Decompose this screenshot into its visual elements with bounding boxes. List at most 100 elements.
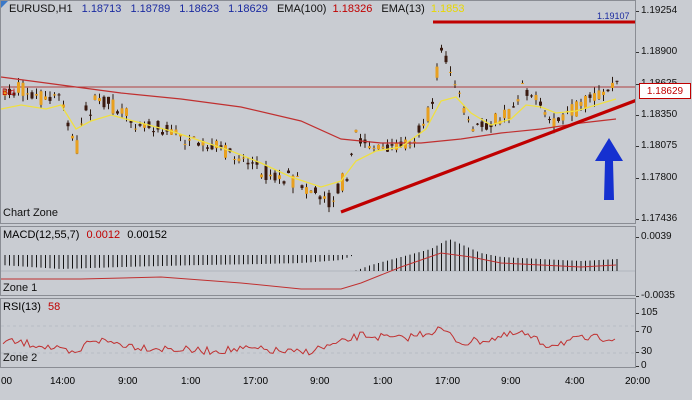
candle-body xyxy=(489,124,493,128)
open-value: 1.18713 xyxy=(81,3,122,15)
time-axis[interactable]: 00 14:00 9:00 1:00 17:00 9:00 1:00 17:00… xyxy=(0,370,692,400)
candle-body xyxy=(584,95,587,109)
price-tick: 1.17800 xyxy=(635,172,678,183)
candle-body xyxy=(17,82,20,93)
candle-body xyxy=(534,94,538,101)
ema13-line xyxy=(1,96,617,188)
candle-body xyxy=(386,144,389,152)
rsi-panel[interactable]: RSI(13) 58 Zone 2 xyxy=(0,298,636,368)
candle-body xyxy=(296,175,299,177)
time-tick: 9:00 xyxy=(501,376,521,387)
candle-body xyxy=(543,112,547,115)
candle-body xyxy=(53,94,56,96)
candle-body xyxy=(66,122,70,127)
candle-body xyxy=(444,55,448,63)
candle-body xyxy=(309,190,313,193)
candle-body xyxy=(260,174,263,178)
candle-body xyxy=(120,108,124,114)
candle-body xyxy=(57,94,61,96)
up-arrow-icon xyxy=(595,138,623,200)
price-axis[interactable]: 1.19254 1.18900 1.18625 1.18350 1.18075 … xyxy=(635,0,692,224)
candle-body xyxy=(503,109,506,119)
candle-body xyxy=(570,104,574,116)
macd-value-1: 0.0012 xyxy=(86,229,121,241)
macd-canvas xyxy=(1,239,635,290)
candle-body xyxy=(26,93,29,95)
candle-body xyxy=(30,92,34,99)
symbol-menu-icon[interactable] xyxy=(1,1,8,8)
candle-body xyxy=(174,129,178,134)
candle-body xyxy=(237,158,241,162)
candle-body xyxy=(39,91,43,105)
time-tick: 1:00 xyxy=(373,376,393,387)
ema100-label: EMA(100) xyxy=(276,3,327,15)
candle-body xyxy=(485,123,488,130)
price-tick: 1.17436 xyxy=(635,213,678,224)
zone-2-label: Zone 2 xyxy=(3,352,38,364)
candle-body xyxy=(152,131,155,133)
time-tick: 20:00 xyxy=(625,376,651,387)
candle-body xyxy=(494,113,497,125)
candle-body xyxy=(278,175,281,179)
price-tick: 1.18075 xyxy=(635,140,678,151)
candle-body xyxy=(305,187,308,194)
price-tick: 1.18900 xyxy=(635,46,678,57)
candle-body xyxy=(341,173,344,191)
candle-body xyxy=(125,108,128,116)
candle-body xyxy=(615,80,619,82)
candle-body xyxy=(476,123,479,125)
time-tick: 17:00 xyxy=(243,376,269,387)
time-tick: 9:00 xyxy=(310,376,330,387)
price-chart-canvas xyxy=(1,20,635,214)
candle-body xyxy=(602,91,605,96)
macd-panel[interactable]: MACD(12,55,7) 0.0012 0.00152 Zone 1 xyxy=(0,226,636,296)
candle-body xyxy=(233,158,236,160)
candle-body xyxy=(422,123,425,126)
candle-body xyxy=(116,111,119,114)
candle-body xyxy=(93,95,97,100)
candle-body xyxy=(579,101,583,106)
candle-body xyxy=(440,47,443,51)
rsi-value: 58 xyxy=(47,301,61,313)
candle-body xyxy=(264,165,268,180)
candle-body xyxy=(206,147,209,149)
candle-body xyxy=(588,94,592,98)
candle-body xyxy=(597,90,601,100)
rsi-axis[interactable]: 105 70 30 0 xyxy=(635,298,692,371)
candle-body xyxy=(269,174,272,177)
time-tick: 9:00 xyxy=(118,376,138,387)
candle-body xyxy=(539,101,542,106)
candle-body xyxy=(71,135,74,139)
candle-body xyxy=(516,99,520,102)
candle-body xyxy=(345,179,349,181)
ema13-label: EMA(13) xyxy=(381,3,425,15)
candle-body xyxy=(98,98,101,102)
candle-body xyxy=(318,196,322,200)
candle-body xyxy=(179,134,182,137)
top-line-value: 1.19107 xyxy=(597,11,630,21)
candle-body xyxy=(530,95,533,97)
candle-body xyxy=(458,92,461,94)
rsi-tick: 70 xyxy=(635,325,653,336)
macd-header: MACD(12,55,7) 0.0012 0.00152 xyxy=(3,229,167,241)
candle-body xyxy=(12,92,16,96)
candle-body xyxy=(480,121,484,127)
candle-body xyxy=(273,172,277,181)
rsi-tick: 0 xyxy=(636,360,647,371)
candle-body xyxy=(323,196,326,199)
time-tick: 4:00 xyxy=(565,376,585,387)
candle-body xyxy=(453,84,457,86)
candle-body xyxy=(611,82,614,88)
ema100-line xyxy=(1,76,617,144)
candle-body xyxy=(224,145,227,158)
bid-tag: Bid xyxy=(2,87,16,97)
candle-body xyxy=(413,141,416,143)
candle-body xyxy=(512,106,515,108)
candle-body xyxy=(107,96,110,104)
candle-body xyxy=(161,131,164,135)
main-chart-panel[interactable]: EURUSD,H1 1.18713 1.18789 1.18623 1.1862… xyxy=(0,0,636,224)
candle-body xyxy=(561,114,565,121)
candle-body xyxy=(192,136,196,138)
chart-header: EURUSD,H1 1.18713 1.18789 1.18623 1.1862… xyxy=(3,3,471,15)
macd-axis[interactable]: 0.0039 -0.0035 xyxy=(636,226,692,301)
